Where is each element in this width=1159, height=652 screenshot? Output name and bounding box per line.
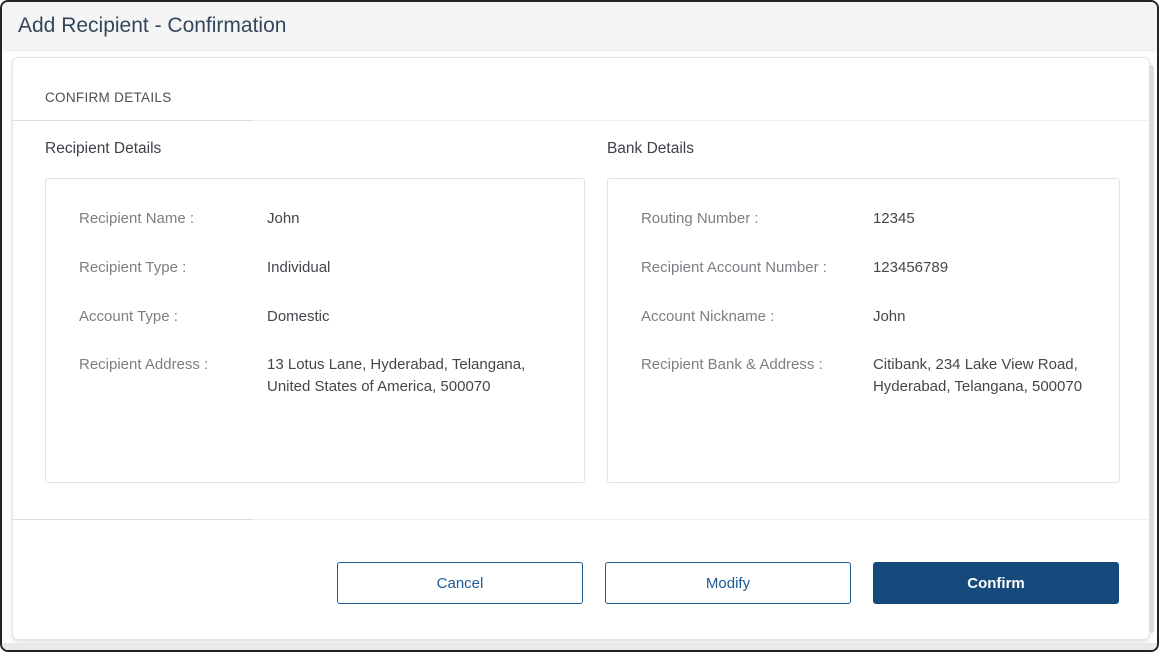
detail-row-recipient-name: Recipient Name : John bbox=[79, 208, 574, 230]
detail-value: John bbox=[872, 307, 906, 325]
details-columns: Recipient Details Recipient Name : John … bbox=[13, 121, 1149, 483]
detail-label: Recipient Account Number : bbox=[640, 258, 827, 276]
detail-value: Individual bbox=[267, 258, 331, 276]
detail-value: John bbox=[267, 210, 300, 227]
confirmation-card: CONFIRM DETAILS Recipient Details Recipi… bbox=[12, 57, 1150, 640]
detail-label: Account Nickname : bbox=[640, 307, 775, 325]
detail-label: Recipient Type : bbox=[79, 258, 187, 276]
detail-row-bank-address: Recipient Bank & Address : Citibank, 234… bbox=[641, 354, 1109, 398]
detail-value: 13 Lotus Lane, Hyderabad, Telangana, Uni… bbox=[267, 356, 526, 395]
recipient-details-box: Recipient Name : John Recipient Type : I… bbox=[45, 178, 585, 483]
horizontal-scrollbar-track[interactable] bbox=[2, 643, 1157, 650]
footer-divider bbox=[13, 519, 1149, 520]
bank-details-panel: Bank Details Routing Number : 12345 Reci… bbox=[606, 139, 1120, 483]
vertical-scrollbar-thumb[interactable] bbox=[1149, 65, 1154, 633]
detail-label: Account Type : bbox=[79, 307, 178, 325]
detail-value: 123456789 bbox=[872, 258, 949, 276]
detail-row-routing-number: Routing Number : 12345 bbox=[641, 208, 1109, 230]
bank-details-box: Routing Number : 12345 Recipient Account… bbox=[606, 178, 1120, 483]
recipient-details-panel: Recipient Details Recipient Name : John … bbox=[45, 139, 585, 483]
bank-details-heading: Bank Details bbox=[606, 140, 694, 157]
detail-row-account-number: Recipient Account Number : 123456789 bbox=[641, 257, 1109, 279]
detail-label: Routing Number : bbox=[640, 210, 759, 227]
modify-button[interactable]: Modify bbox=[605, 562, 851, 604]
page-header: Add Recipient - Confirmation bbox=[2, 2, 1157, 49]
detail-label: Recipient Name : bbox=[79, 210, 195, 227]
detail-label: Recipient Bank & Address : bbox=[640, 356, 823, 374]
detail-value: 12345 bbox=[872, 210, 915, 227]
page-title: Add Recipient - Confirmation bbox=[18, 13, 287, 37]
detail-value: Domestic bbox=[267, 307, 330, 325]
confirm-button[interactable]: Confirm bbox=[873, 562, 1119, 604]
detail-value: Citibank, 234 Lake View Road, Hyderabad,… bbox=[872, 356, 1083, 395]
section-header-confirm-details: CONFIRM DETAILS bbox=[45, 90, 172, 105]
detail-row-account-type: Account Type : Domestic bbox=[79, 306, 574, 328]
recipient-details-heading: Recipient Details bbox=[45, 140, 162, 157]
section-divider bbox=[13, 120, 1149, 121]
cancel-button[interactable]: Cancel bbox=[337, 562, 583, 604]
detail-row-account-nickname: Account Nickname : John bbox=[641, 306, 1109, 328]
detail-row-recipient-type: Recipient Type : Individual bbox=[79, 257, 574, 279]
detail-label: Recipient Address : bbox=[79, 356, 209, 374]
action-buttons-row: Cancel Modify Confirm bbox=[13, 520, 1149, 604]
detail-row-recipient-address: Recipient Address : 13 Lotus Lane, Hyder… bbox=[79, 354, 574, 398]
